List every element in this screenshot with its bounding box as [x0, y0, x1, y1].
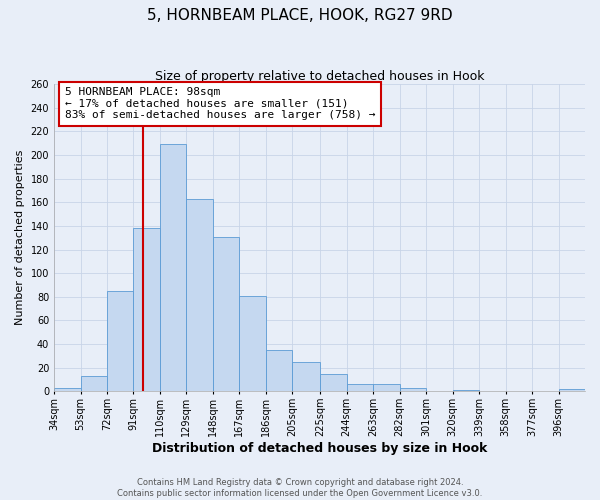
Bar — [54, 388, 80, 392]
Bar — [266, 350, 292, 392]
Title: Size of property relative to detached houses in Hook: Size of property relative to detached ho… — [155, 70, 484, 83]
X-axis label: Distribution of detached houses by size in Hook: Distribution of detached houses by size … — [152, 442, 487, 455]
Bar — [160, 144, 187, 392]
Text: 5 HORNBEAM PLACE: 98sqm
← 17% of detached houses are smaller (151)
83% of semi-d: 5 HORNBEAM PLACE: 98sqm ← 17% of detache… — [65, 87, 375, 120]
Bar — [80, 376, 107, 392]
Bar — [452, 390, 479, 392]
Bar — [187, 199, 213, 392]
Bar — [347, 384, 373, 392]
Y-axis label: Number of detached properties: Number of detached properties — [15, 150, 25, 326]
Bar — [133, 228, 160, 392]
Bar — [373, 384, 400, 392]
Bar — [239, 296, 266, 392]
Bar — [320, 374, 347, 392]
Bar — [292, 362, 320, 392]
Bar — [107, 291, 133, 392]
Bar — [213, 236, 239, 392]
Text: Contains HM Land Registry data © Crown copyright and database right 2024.
Contai: Contains HM Land Registry data © Crown c… — [118, 478, 482, 498]
Bar — [400, 388, 426, 392]
Text: 5, HORNBEAM PLACE, HOOK, RG27 9RD: 5, HORNBEAM PLACE, HOOK, RG27 9RD — [147, 8, 453, 22]
Bar — [559, 389, 585, 392]
